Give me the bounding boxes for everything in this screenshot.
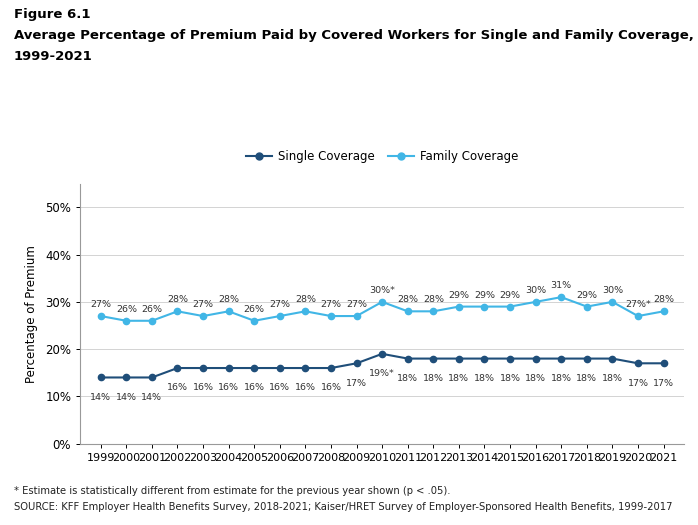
Text: 29%: 29%: [448, 291, 470, 300]
Text: 14%: 14%: [90, 393, 111, 402]
Text: 26%: 26%: [142, 305, 163, 314]
Text: 18%: 18%: [500, 374, 521, 383]
Text: 31%: 31%: [551, 281, 572, 290]
Text: 28%: 28%: [167, 296, 188, 304]
Text: 30%: 30%: [525, 286, 547, 295]
Text: 27%: 27%: [346, 300, 367, 309]
Text: 28%: 28%: [218, 296, 239, 304]
Text: 18%: 18%: [602, 374, 623, 383]
Text: 28%: 28%: [397, 296, 418, 304]
Legend: Single Coverage, Family Coverage: Single Coverage, Family Coverage: [241, 145, 524, 168]
Text: Average Percentage of Premium Paid by Covered Workers for Single and Family Cove: Average Percentage of Premium Paid by Co…: [14, 29, 694, 42]
Text: 29%: 29%: [474, 291, 495, 300]
Text: 27%: 27%: [269, 300, 290, 309]
Text: 19%*: 19%*: [369, 369, 395, 378]
Text: 17%: 17%: [653, 379, 674, 387]
Text: 26%: 26%: [244, 305, 265, 314]
Text: 18%: 18%: [423, 374, 444, 383]
Text: 28%: 28%: [653, 296, 674, 304]
Text: 18%: 18%: [525, 374, 546, 383]
Text: 28%: 28%: [295, 296, 316, 304]
Text: 1999-2021: 1999-2021: [14, 50, 93, 63]
Text: 18%: 18%: [448, 374, 470, 383]
Text: 18%: 18%: [551, 374, 572, 383]
Text: Figure 6.1: Figure 6.1: [14, 8, 91, 21]
Text: 27%: 27%: [90, 300, 111, 309]
Text: 27%*: 27%*: [625, 300, 651, 309]
Text: 16%: 16%: [218, 383, 239, 392]
Text: 17%: 17%: [628, 379, 648, 387]
Text: 30%*: 30%*: [369, 286, 395, 295]
Text: 30%: 30%: [602, 286, 623, 295]
Text: 27%: 27%: [320, 300, 341, 309]
Text: 18%: 18%: [577, 374, 597, 383]
Text: 16%: 16%: [320, 383, 341, 392]
Text: 29%: 29%: [577, 291, 597, 300]
Text: 14%: 14%: [116, 393, 137, 402]
Text: 16%: 16%: [193, 383, 214, 392]
Text: 14%: 14%: [142, 393, 163, 402]
Text: 29%: 29%: [500, 291, 521, 300]
Text: 16%: 16%: [295, 383, 316, 392]
Text: 17%: 17%: [346, 379, 367, 387]
Text: * Estimate is statistically different from estimate for the previous year shown : * Estimate is statistically different fr…: [14, 486, 450, 496]
Text: SOURCE: KFF Employer Health Benefits Survey, 2018-2021; Kaiser/HRET Survey of Em: SOURCE: KFF Employer Health Benefits Sur…: [14, 502, 672, 512]
Text: 26%: 26%: [116, 305, 137, 314]
Text: 28%: 28%: [423, 296, 444, 304]
Y-axis label: Percentage of Premium: Percentage of Premium: [25, 245, 38, 383]
Text: 16%: 16%: [244, 383, 265, 392]
Text: 18%: 18%: [397, 374, 418, 383]
Text: 16%: 16%: [269, 383, 290, 392]
Text: 16%: 16%: [167, 383, 188, 392]
Text: 27%: 27%: [193, 300, 214, 309]
Text: 18%: 18%: [474, 374, 495, 383]
